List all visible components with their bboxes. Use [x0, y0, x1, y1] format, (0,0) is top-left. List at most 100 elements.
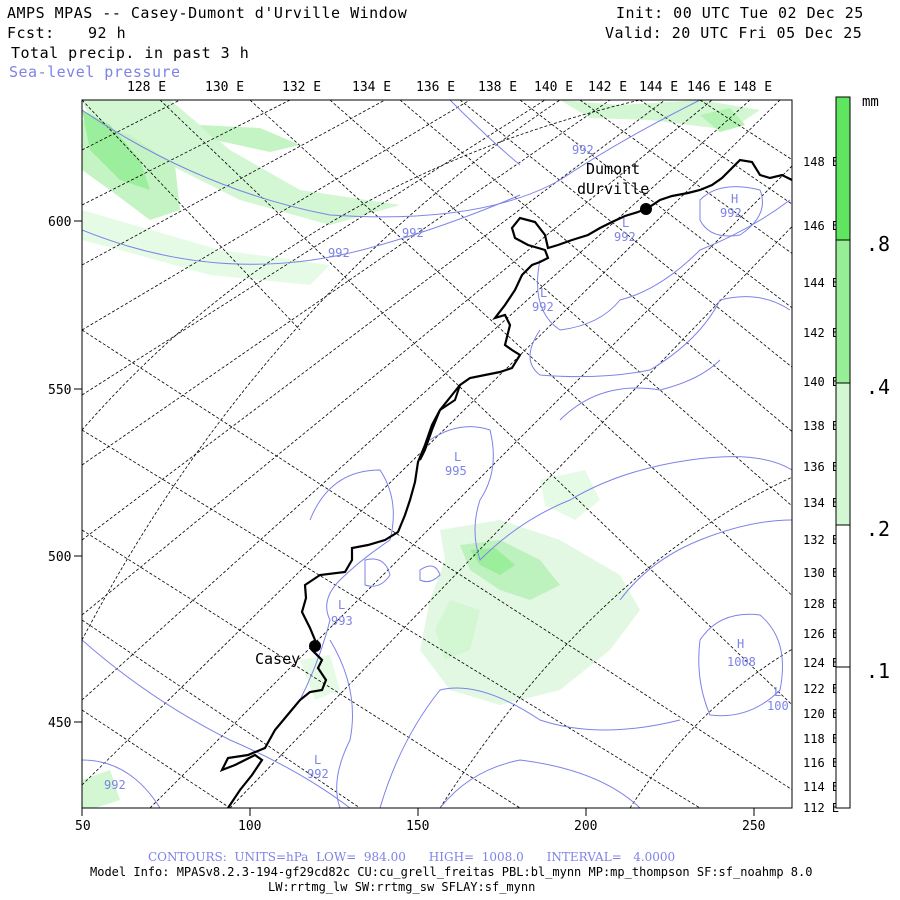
longitude-line	[519, 100, 792, 309]
isobar	[82, 194, 521, 265]
lon-label: 124 E	[803, 656, 839, 670]
meridian-line	[82, 100, 781, 786]
longitude-line	[639, 100, 792, 205]
precip-area	[470, 548, 515, 575]
meridian-line	[82, 100, 471, 331]
pressure-low-marker: L	[314, 753, 321, 767]
forecast-label: Fcst:	[7, 24, 55, 42]
lon-label: 130 E	[205, 80, 244, 95]
lon-label: 144 E	[803, 276, 839, 290]
meridian-line	[82, 100, 291, 206]
colorbar-label: .4	[866, 375, 890, 399]
colorbar-label: .2	[866, 517, 890, 541]
isobar	[379, 687, 681, 808]
meridian-line	[229, 225, 792, 808]
pressure-label: 1008	[727, 655, 756, 669]
longitude-line	[699, 100, 792, 161]
station-marker-casey[interactable]	[309, 640, 321, 652]
slp-field-label: Sea-level pressure	[9, 63, 181, 81]
lon-label: 148 E	[803, 155, 839, 169]
lon-label: 130 E	[803, 566, 839, 580]
pressure-label: 993	[331, 614, 353, 628]
y-axis-label: 450	[48, 716, 71, 731]
y-axis-label: 550	[48, 383, 71, 398]
left-axis: 600 550 500 450	[48, 215, 82, 731]
pressure-label: 992	[402, 226, 424, 240]
pressure-low-marker: L	[540, 286, 547, 300]
longitude-line	[459, 100, 792, 368]
map-background	[82, 100, 792, 808]
isobar	[299, 469, 394, 701]
longitude-line	[82, 619, 361, 808]
lon-label: 118 E	[803, 732, 839, 746]
pressure-labels: 992 992 992 L 992 L 992 H 992 L 995 L 99…	[104, 143, 789, 792]
isobar	[329, 639, 353, 808]
lon-label: 140 E	[803, 375, 839, 389]
longitude-line	[82, 709, 231, 808]
colorbar-segment	[836, 383, 850, 525]
pressure-label: 992	[328, 246, 350, 260]
precip-field-label: Total precip. in past 3 h	[11, 44, 250, 62]
lon-label: 138 E	[478, 80, 517, 95]
longitude-line	[399, 100, 792, 432]
map-plot-area	[82, 100, 792, 808]
latitude-line	[439, 476, 792, 808]
precip-area	[300, 655, 340, 700]
longitude-line	[249, 100, 792, 596]
top-axis-labels: 128 E 130 E 132 E 134 E 136 E 138 E 140 …	[127, 80, 772, 95]
colorbar-segment	[836, 667, 850, 808]
isobar	[439, 759, 641, 808]
lon-label: 146 E	[803, 219, 839, 233]
station-marker-dumont-durville[interactable]	[640, 203, 652, 215]
colorbar-label: .8	[866, 232, 890, 256]
lon-label: 142 E	[803, 326, 839, 340]
lon-label: 128 E	[803, 597, 839, 611]
pressure-label: 995	[445, 464, 467, 478]
pressure-high-marker: H	[731, 192, 738, 206]
isobar	[537, 199, 791, 331]
precip-area	[540, 470, 600, 520]
coastline	[419, 384, 461, 461]
meridian-line	[82, 100, 611, 466]
lon-label: 134 E	[352, 80, 391, 95]
precip-area	[82, 110, 150, 190]
pressure-low-marker: L	[774, 685, 781, 699]
map-frame	[81, 99, 793, 809]
longitude-line	[82, 100, 301, 331]
y-axis-label: 600	[48, 215, 71, 230]
colorbar-segment	[836, 240, 850, 383]
longitude-line	[579, 100, 792, 254]
colorbar-unit: mm	[862, 94, 879, 110]
lon-label: 114 E	[803, 780, 839, 794]
isobar	[698, 613, 783, 717]
right-axis-labels: 148 E 146 E 144 E 142 E 140 E 138 E 136 …	[803, 155, 839, 815]
precip-area	[200, 125, 300, 152]
map-title: AMPS MPAS -- Casey-Dumont d'Urville Wind…	[7, 4, 408, 22]
colorbar-segment	[836, 525, 850, 667]
longitude-line	[329, 100, 792, 507]
colorbar-label: .1	[866, 659, 890, 683]
lon-label: 140 E	[534, 80, 573, 95]
lon-label: 116 E	[803, 756, 839, 770]
x-axis-label: 250	[742, 819, 765, 834]
x-axis-label: 150	[406, 819, 429, 834]
graticule	[82, 100, 792, 808]
isobar	[82, 100, 701, 218]
lon-label: 132 E	[282, 80, 321, 95]
isobar	[619, 519, 792, 601]
coastline	[219, 158, 792, 808]
colorbar-frame	[835, 96, 851, 809]
lon-label: 132 E	[803, 533, 839, 547]
meridian-line	[82, 100, 546, 396]
x-axis-label: 100	[238, 819, 261, 834]
forecast-hour: 92 h	[88, 24, 127, 42]
x-axis-label: 200	[574, 819, 597, 834]
latitude-line	[82, 100, 641, 431]
lon-label: 122 E	[803, 682, 839, 696]
meridian-line	[149, 165, 792, 808]
pressure-label: 992	[307, 767, 329, 781]
bottom-axis: 50 100 150 200 250	[75, 808, 765, 834]
isobar	[82, 759, 161, 808]
pressure-label: 992	[720, 206, 742, 220]
